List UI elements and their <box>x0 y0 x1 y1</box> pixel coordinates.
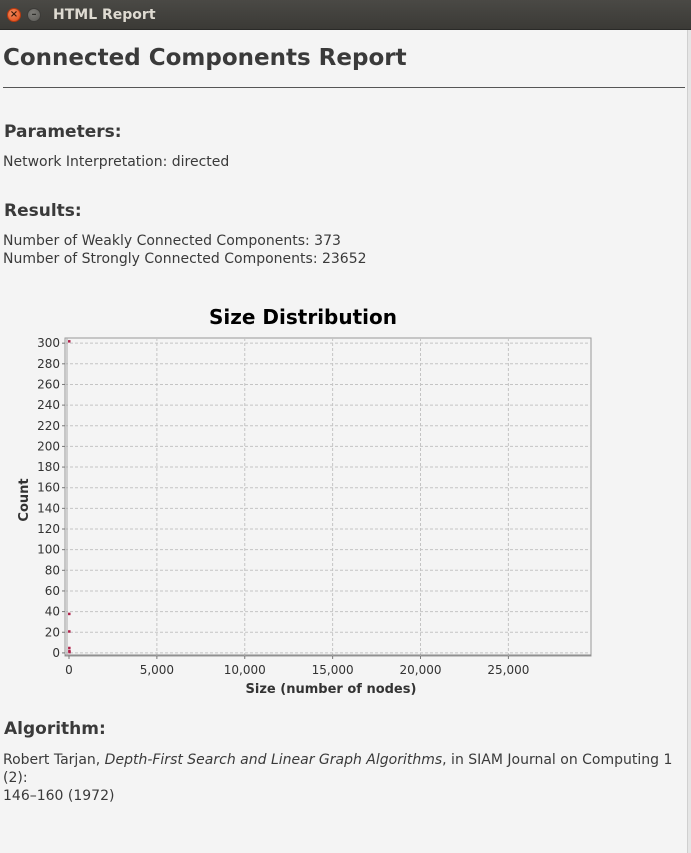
y-tick-label: 60 <box>45 584 60 598</box>
plot-area <box>64 337 592 657</box>
window-edge <box>688 30 691 853</box>
y-tick-label: 100 <box>37 543 60 557</box>
size-distribution-chart: Size Distribution 0 20 40 60 80 100 120 140 160 1… <box>17 305 592 697</box>
y-tick-label: 180 <box>37 460 60 474</box>
grid-lines <box>65 338 591 656</box>
y-tick-label: 220 <box>37 419 60 433</box>
y-tick-label: 160 <box>37 481 60 495</box>
data-point <box>68 650 71 654</box>
x-tick-label: 5,000 <box>140 663 174 677</box>
window-title: HTML Report <box>53 7 156 23</box>
citation-pages: 146–160 (1972) <box>3 788 115 804</box>
x-axis-label: Size (number of nodes) <box>246 682 417 697</box>
y-tick-label: 240 <box>37 398 60 412</box>
chart-title: Size Distribution <box>209 305 397 329</box>
data-point <box>68 612 71 616</box>
y-tick-label: 200 <box>37 439 60 453</box>
y-tick-label: 20 <box>45 625 60 639</box>
data-point <box>68 340 71 343</box>
y-tick-label: 120 <box>37 522 60 536</box>
citation-venue: , in SIAM Journal on Computing 1 (2): <box>3 752 673 786</box>
y-tick-label: 40 <box>45 605 60 619</box>
parameters-heading: Parameters: <box>4 122 122 142</box>
algorithm-heading: Algorithm: <box>4 719 106 739</box>
y-tick-label: 140 <box>37 501 60 515</box>
title-divider <box>3 87 685 88</box>
x-tick-label: 0 <box>65 663 73 677</box>
x-tick-label: 15,000 <box>312 663 354 677</box>
x-tick-label: 25,000 <box>487 663 529 677</box>
close-icon[interactable]: × <box>7 8 21 22</box>
y-tick-label: 280 <box>37 357 60 371</box>
y-axis-label: Count <box>17 478 32 521</box>
y-tick-label: 0 <box>52 646 60 660</box>
algorithm-citation: Robert Tarjan, Depth-First Search and Li… <box>3 751 683 805</box>
y-axis-ticks: 0 20 40 60 80 100 120 140 160 180 200 220 240 260 280 3… <box>37 336 65 660</box>
citation-work: Depth-First Search and Linear Graph Algo… <box>104 752 443 768</box>
network-interpretation: Network Interpretation: directed <box>3 154 230 170</box>
y-tick-label: 260 <box>37 377 60 391</box>
page-title: Connected Components Report <box>3 45 407 71</box>
window-titlebar: × – HTML Report <box>0 0 691 30</box>
weak-components-count: Number of Weakly Connected Components: 3… <box>3 233 341 249</box>
data-point <box>68 630 71 633</box>
x-tick-label: 10,000 <box>224 663 266 677</box>
data-point <box>68 646 71 650</box>
data-points <box>68 340 71 654</box>
y-tick-label: 300 <box>37 336 60 350</box>
citation-author: Robert Tarjan, <box>3 752 105 768</box>
x-tick-label: 20,000 <box>400 663 442 677</box>
y-tick-label: 80 <box>45 563 60 577</box>
strong-components-count: Number of Strongly Connected Components:… <box>3 251 367 267</box>
results-heading: Results: <box>4 201 82 221</box>
minimize-icon[interactable]: – <box>27 8 41 22</box>
x-axis-ticks: 0 5,000 10,000 15,000 20,000 25,000 <box>65 656 529 677</box>
